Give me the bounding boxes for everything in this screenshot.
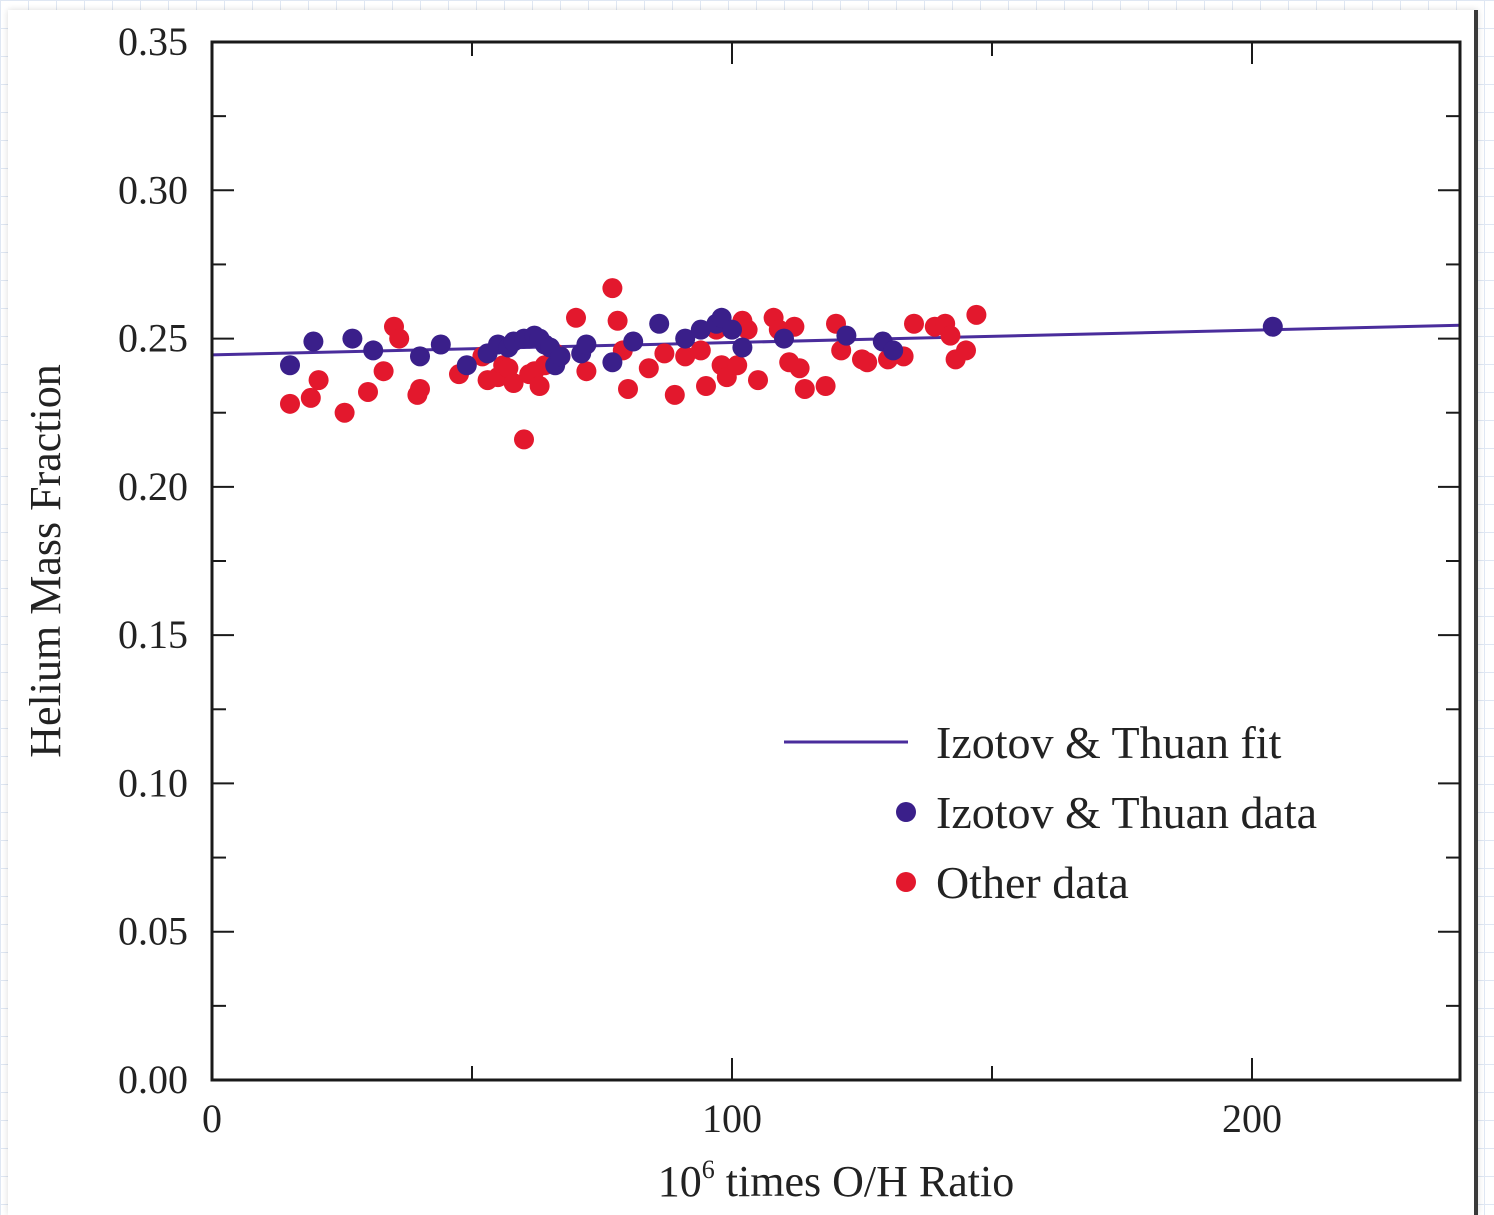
izotov-data-point [1262, 316, 1283, 337]
other-data-point [410, 378, 430, 399]
y-tick-label: 0.20 [118, 464, 188, 509]
other-data-point [748, 370, 768, 391]
other-data-point [607, 310, 628, 331]
izotov-data-point [649, 313, 670, 334]
y-tick-label: 0.10 [118, 760, 188, 805]
x-tick-label: 200 [1222, 1096, 1282, 1141]
other-data-point [956, 340, 976, 361]
izotov-data-point [410, 346, 430, 367]
other-data-point [789, 358, 810, 379]
izotov-data-point [430, 334, 451, 355]
izotov-data-point [456, 355, 477, 376]
izotov-data-point [550, 346, 571, 367]
other-data-point [300, 387, 321, 408]
izotov-data-point [280, 355, 300, 376]
plot-frame [210, 40, 1462, 1082]
other-data-point [696, 376, 716, 397]
izotov-data-point [722, 319, 742, 340]
x-axis-label-exponent: 6 [702, 1155, 715, 1184]
ticks-layer [211, 41, 1460, 1081]
other-data-point [566, 307, 586, 328]
y-tick-label: 0.00 [118, 1057, 188, 1102]
izotov-data-point [883, 340, 904, 361]
other-data-point [618, 378, 638, 399]
izotov-data-point [602, 352, 623, 373]
izotov-data-point [675, 328, 696, 349]
other-data-point [334, 402, 355, 423]
legend-other-data-swatch [896, 872, 916, 892]
other-data-point [602, 278, 623, 299]
other-data-point [638, 358, 659, 379]
points-layer [280, 278, 1283, 450]
other-data-point [503, 373, 524, 394]
other-data-point [358, 381, 378, 402]
other-data-point [308, 370, 329, 391]
izotov-data-point [342, 328, 363, 349]
other-data-point [373, 361, 394, 382]
y-tick-label: 0.25 [118, 316, 188, 361]
x-axis-label: 106 times O/H Ratio [658, 1155, 1014, 1206]
legend-other-data-label: Other data [936, 857, 1129, 908]
other-data-point [727, 355, 748, 376]
izotov-data-point [774, 328, 794, 349]
other-data-point [857, 352, 878, 373]
other-data-point [576, 361, 597, 382]
other-data-point [280, 393, 300, 414]
y-tick-label: 0.35 [118, 19, 188, 64]
other-data-point [690, 340, 711, 361]
other-data-point [389, 328, 410, 349]
x-axis-label-base: 10 [658, 1157, 702, 1206]
y-tick-label: 0.05 [118, 909, 188, 954]
legend-izotov-data-label: Izotov & Thuan data [936, 787, 1317, 838]
scatter-chart: 0 100 2000.000.050.100.150.200.250.300.35 … [21, 19, 1462, 1206]
other-data-point [514, 429, 534, 450]
y-tick-label: 0.30 [118, 167, 188, 212]
other-data-point [966, 304, 987, 325]
izotov-data-point [690, 319, 711, 340]
x-axis-label-rest: times O/H Ratio [715, 1157, 1014, 1206]
other-data-point [815, 376, 836, 397]
tick-labels-layer: 0 100 200 0.00 0.05 0.10 0.15 0.20 0.25 0.30 0.35 [118, 19, 1282, 1141]
y-tick-label: 0.15 [118, 612, 188, 657]
other-data-point [675, 346, 696, 367]
izotov-data-point [836, 325, 857, 346]
chart-figure: 0 100 200 0.00 0.05 0.10 0.15 0.20 0.25 0.30 0.35 … [8, 10, 1478, 1215]
other-data-point [737, 319, 758, 340]
y-axis-label: Helium Mass Fraction [21, 364, 70, 758]
other-data-point [654, 343, 675, 364]
legend-izotov-data-swatch [896, 802, 916, 822]
izotov-data-point [303, 331, 324, 352]
izotov-data-point [363, 340, 384, 361]
legend: Izotov & Thuan fit Izotov & Thuan data O… [784, 717, 1317, 908]
izotov-data-point [732, 337, 753, 358]
other-data-point [664, 384, 685, 405]
other-data-point [940, 325, 961, 346]
x-tick-label: 100 [702, 1096, 762, 1141]
legend-fit-label: Izotov & Thuan fit [936, 717, 1282, 768]
x-tick-label: 0 [202, 1096, 222, 1141]
other-data-point [794, 378, 815, 399]
other-data-point [529, 376, 550, 397]
izotov-data-point [576, 334, 597, 355]
other-data-point [904, 313, 924, 334]
izotov-data-point [623, 331, 644, 352]
